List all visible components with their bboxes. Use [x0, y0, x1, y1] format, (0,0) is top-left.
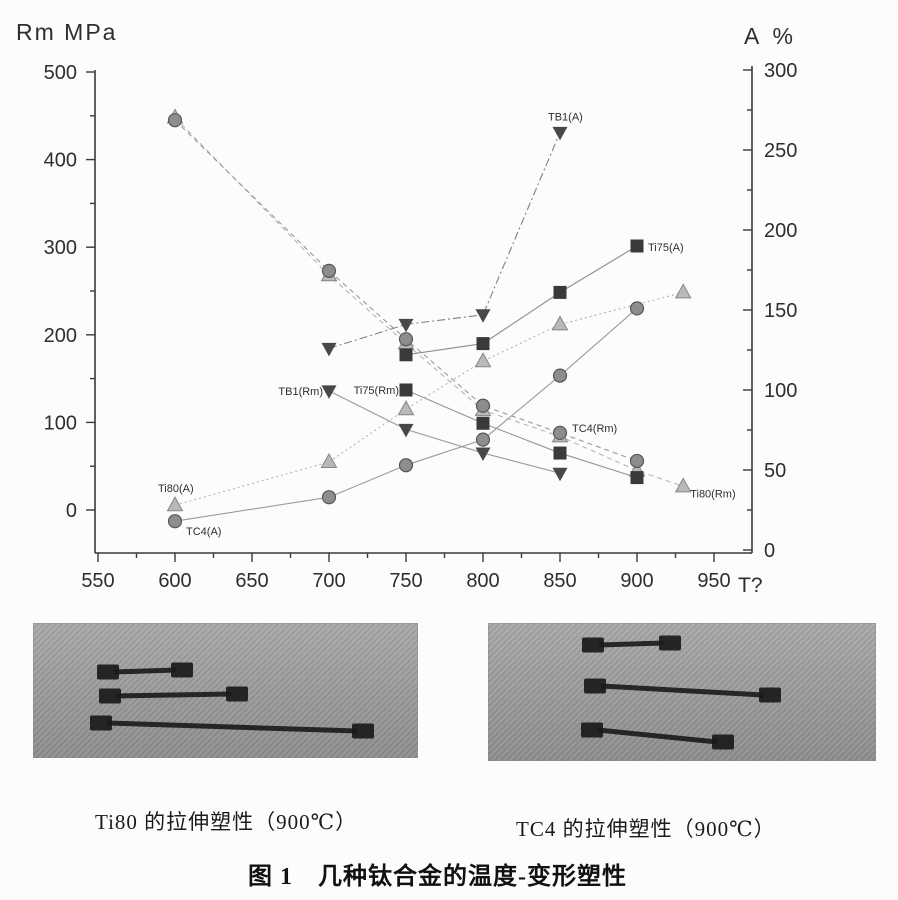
left-tick-label: 200	[44, 325, 77, 347]
series-markers	[321, 126, 568, 357]
series-markers	[166, 283, 692, 512]
series-line	[405, 389, 638, 479]
x-tick-label: 750	[389, 570, 422, 592]
tensile-specimen	[584, 678, 781, 703]
series-Ti75(A): Ti75(A)	[399, 239, 684, 362]
specimen-grip	[759, 687, 781, 703]
ti80-specimen-photo	[33, 623, 418, 758]
tc4-specimen-photo	[488, 623, 876, 761]
right-tick-label: 300	[764, 60, 797, 82]
series-label: Ti80(Rm)	[690, 488, 735, 500]
tensile-specimen	[90, 715, 374, 739]
series-label: Ti80(A)	[158, 483, 194, 495]
specimen-gauge	[597, 727, 718, 745]
series-line	[405, 245, 638, 356]
specimen-gauge	[115, 691, 232, 699]
series-markers	[167, 113, 645, 469]
right-tick-label: 0	[764, 540, 775, 562]
series-label: Ti75(Rm)	[354, 385, 399, 397]
right-tick-label: 200	[764, 220, 797, 242]
left-tick-label: 0	[66, 500, 77, 522]
axes	[94, 66, 753, 554]
left-tick-label: 400	[44, 150, 77, 172]
specimen-grip	[226, 686, 248, 702]
left-tick-label: 100	[44, 412, 77, 434]
left-tick-label: 500	[44, 62, 77, 84]
x-tick-label: 600	[158, 570, 191, 592]
series-markers	[321, 385, 568, 482]
specimen-gauge	[113, 667, 177, 675]
series-TC4(A): TC4(A)	[167, 301, 645, 538]
series-label: TB1(Rm)	[278, 386, 323, 398]
right-axis-title: A %	[744, 23, 797, 49]
left-axis-title: Rm MPa	[16, 19, 117, 45]
x-axis-label: T?	[738, 574, 763, 597]
figure-caption: 图 1 几种钛合金的温度-变形塑性	[248, 864, 627, 890]
series-line	[174, 291, 684, 506]
specimen-gauge	[600, 683, 765, 698]
x-tick-label: 650	[235, 570, 268, 592]
series-line	[328, 390, 561, 474]
x-tick-label: 900	[620, 570, 653, 592]
specimen-grip	[584, 678, 606, 694]
x-tick-label: 700	[312, 570, 345, 592]
photo-right-caption: TC4 的拉伸塑性（900℃）	[516, 817, 776, 841]
x-tick-label: 950	[697, 570, 730, 592]
specimen-grip	[90, 715, 112, 731]
series-markers	[399, 239, 644, 362]
specimen-grip	[581, 722, 603, 738]
photo-left-caption: Ti80 的拉伸塑性（900℃）	[95, 810, 358, 834]
specimen-gauge	[106, 720, 358, 734]
specimen-grip	[97, 664, 119, 680]
series-markers	[167, 301, 645, 529]
tensile-specimen	[582, 635, 681, 653]
specimen-grip	[582, 637, 604, 653]
series-TB1(Rm): TB1(Rm)	[278, 385, 568, 482]
tensile-specimen	[581, 722, 734, 750]
series-label: Ti75(A)	[648, 242, 684, 254]
series-line	[328, 132, 561, 349]
right-tick-label: 50	[764, 460, 786, 482]
tensile-specimen	[99, 686, 248, 704]
specimen-grip	[712, 734, 734, 750]
series-label: TB1(A)	[548, 111, 583, 123]
series-Ti80(A): Ti80(A)	[158, 283, 692, 512]
tensile-specimen	[97, 662, 193, 680]
left-tick-label: 300	[44, 237, 77, 259]
specimen-grip	[659, 635, 681, 651]
series-Ti75(Rm): Ti75(Rm)	[354, 383, 644, 485]
ticks	[86, 69, 752, 562]
series-markers	[399, 383, 644, 485]
specimen-gauge	[598, 640, 665, 648]
series-line	[174, 119, 638, 462]
specimen-grip	[352, 723, 374, 739]
right-tick-label: 150	[764, 300, 797, 322]
right-tick-label: 250	[764, 140, 797, 162]
series-TC4(Rm): TC4(Rm)	[167, 113, 645, 469]
specimen-grip	[99, 688, 121, 704]
x-tick-label: 850	[543, 570, 576, 592]
x-tick-label: 550	[81, 570, 114, 592]
series-label: TC4(A)	[186, 526, 221, 538]
specimen-grip	[171, 662, 193, 678]
series-TB1(A): TB1(A)	[321, 111, 583, 357]
series-Ti80(Rm): Ti80(Rm)	[166, 108, 736, 500]
series-line	[174, 307, 638, 522]
series-label: TC4(Rm)	[572, 423, 617, 435]
right-tick-label: 100	[764, 380, 797, 402]
x-tick-label: 800	[466, 570, 499, 592]
